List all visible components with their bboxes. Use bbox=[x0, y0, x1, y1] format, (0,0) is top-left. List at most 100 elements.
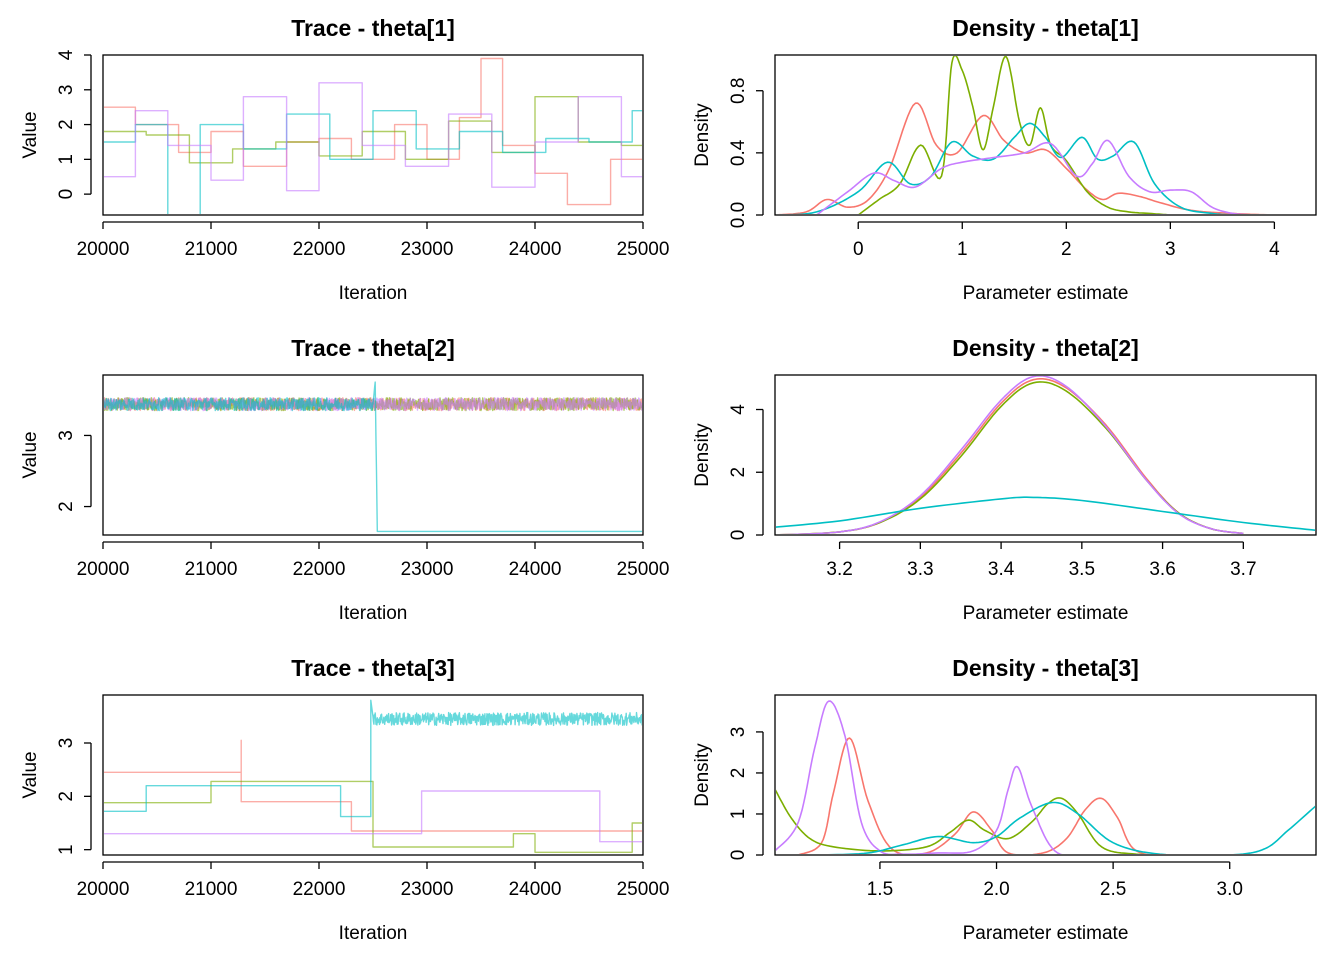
x-tick-label: 20000 bbox=[77, 239, 130, 260]
x-tick-label: 21000 bbox=[185, 559, 238, 580]
y-tick-label: 3 bbox=[56, 430, 77, 441]
plot-area bbox=[778, 56, 1268, 214]
series-line-2 bbox=[104, 780, 642, 853]
x-tick-label: 22000 bbox=[293, 239, 346, 260]
x-tick-label: 3 bbox=[1165, 239, 1176, 260]
series-line-4 bbox=[816, 139, 1249, 214]
series-line-1 bbox=[778, 102, 1268, 214]
y-tick-label: 1 bbox=[56, 154, 77, 165]
series-line-3 bbox=[104, 790, 642, 843]
y-axis-label: Value bbox=[20, 751, 41, 798]
panel-3: Trace - theta[2] 20000 21000 22000 23000 2400… bbox=[20, 335, 669, 624]
series-line-3 bbox=[784, 122, 1229, 214]
x-tick-label: 3.0 bbox=[1217, 879, 1243, 900]
x-tick-label: 25000 bbox=[617, 239, 670, 260]
x-tick-label: 2 bbox=[1061, 239, 1072, 260]
y-tick-label: 0 bbox=[728, 850, 749, 861]
x-tick-label: 3.3 bbox=[907, 559, 933, 580]
x-tick-label: 24000 bbox=[509, 879, 562, 900]
plot-frame bbox=[774, 374, 1317, 536]
series-line-3 bbox=[104, 110, 642, 214]
panel-2: Density - theta[1] 0 1 2 3 4 Parameter estimat… bbox=[692, 15, 1317, 304]
series-line-1 bbox=[778, 378, 1244, 534]
y-tick-label: 1 bbox=[728, 809, 749, 820]
panel-1: Trace - theta[1] 20000 21000 22000 23000 2400… bbox=[20, 15, 669, 304]
series-line-2 bbox=[778, 381, 1244, 534]
y-axis-label: Density bbox=[692, 423, 713, 487]
panel-title: Density - theta[1] bbox=[952, 15, 1139, 41]
y-tick-label: 0 bbox=[56, 189, 77, 200]
plot-frame bbox=[102, 54, 644, 216]
x-tick-label: 3.2 bbox=[826, 559, 852, 580]
plot-frame bbox=[102, 694, 644, 856]
y-tick-label: 2 bbox=[56, 119, 77, 130]
series-line-3 bbox=[776, 700, 1063, 854]
y-tick-label: 0.8 bbox=[728, 78, 749, 104]
panel-4: Density - theta[2] 3.2 3.3 3.4 3.5 3.6 3.7 Para… bbox=[692, 335, 1317, 624]
x-tick-label: 21000 bbox=[185, 239, 238, 260]
series-line-2 bbox=[776, 789, 1146, 854]
x-tick-label: 1 bbox=[957, 239, 968, 260]
x-tick-label: 22000 bbox=[293, 879, 346, 900]
x-tick-label: 23000 bbox=[401, 559, 454, 580]
plot-frame bbox=[774, 694, 1317, 856]
panel-title: Density - theta[2] bbox=[952, 335, 1139, 361]
y-tick-label: 3 bbox=[56, 738, 77, 749]
y-tick-label: 2 bbox=[56, 791, 77, 802]
y-tick-label: 4 bbox=[728, 404, 749, 415]
y-axis-label: Value bbox=[20, 111, 41, 158]
x-tick-label: 4 bbox=[1269, 239, 1280, 260]
series-line-4 bbox=[104, 82, 642, 192]
x-tick-label: 23000 bbox=[401, 879, 454, 900]
panel-6: Density - theta[3] 1.5 2.0 2.5 3.0 Parameter … bbox=[692, 655, 1317, 944]
x-tick-label: 21000 bbox=[185, 879, 238, 900]
y-axis-label: Density bbox=[692, 103, 713, 167]
series-line-1 bbox=[104, 739, 642, 832]
panel-title: Trace - theta[3] bbox=[291, 655, 455, 681]
series-line-4 bbox=[104, 699, 642, 818]
series-line-3 bbox=[778, 376, 1244, 534]
panel-5: Trace - theta[3] 20000 21000 22000 23000 2400… bbox=[20, 655, 669, 944]
plot-area bbox=[776, 376, 1315, 534]
x-tick-label: 25000 bbox=[617, 879, 670, 900]
x-axis-label: Iteration bbox=[339, 923, 408, 944]
x-tick-label: 1.5 bbox=[867, 879, 893, 900]
x-axis-label: Parameter estimate bbox=[963, 283, 1129, 304]
plot-frame bbox=[774, 54, 1317, 216]
x-tick-label: 3.4 bbox=[988, 559, 1015, 580]
x-tick-label: 2.0 bbox=[983, 879, 1009, 900]
y-tick-label: 4 bbox=[56, 49, 77, 60]
x-tick-label: 23000 bbox=[401, 239, 454, 260]
plot-frame bbox=[102, 374, 644, 536]
x-tick-label: 22000 bbox=[293, 559, 346, 580]
panel-title: Density - theta[3] bbox=[952, 655, 1139, 681]
y-tick-label: 2 bbox=[728, 768, 749, 779]
plot-area bbox=[104, 381, 642, 533]
x-axis-label: Parameter estimate bbox=[963, 923, 1129, 944]
x-tick-label: 3.6 bbox=[1149, 559, 1175, 580]
y-tick-label: 3 bbox=[728, 727, 749, 738]
x-tick-label: 25000 bbox=[617, 559, 670, 580]
x-axis-label: Iteration bbox=[339, 283, 408, 304]
series-line-1 bbox=[798, 737, 1151, 854]
x-tick-label: 24000 bbox=[509, 239, 562, 260]
series-line-4 bbox=[828, 801, 1315, 854]
y-tick-label: 0.4 bbox=[728, 139, 749, 166]
x-tick-label: 20000 bbox=[77, 879, 130, 900]
y-tick-label: 0 bbox=[728, 530, 749, 541]
y-tick-label: 0.0 bbox=[728, 202, 749, 228]
y-axis-label: Value bbox=[20, 431, 41, 478]
plot-area bbox=[104, 57, 642, 214]
y-tick-label: 2 bbox=[56, 501, 77, 512]
y-axis-label: Density bbox=[692, 743, 713, 807]
series-line-2 bbox=[858, 56, 1168, 214]
x-tick-label: 0 bbox=[853, 239, 864, 260]
x-tick-label: 24000 bbox=[509, 559, 562, 580]
panel-title: Trace - theta[2] bbox=[291, 335, 455, 361]
y-tick-label: 2 bbox=[728, 467, 749, 478]
y-tick-label: 1 bbox=[56, 844, 77, 855]
plot-area bbox=[776, 700, 1315, 854]
plot-area bbox=[104, 699, 642, 853]
x-tick-label: 3.7 bbox=[1230, 559, 1256, 580]
